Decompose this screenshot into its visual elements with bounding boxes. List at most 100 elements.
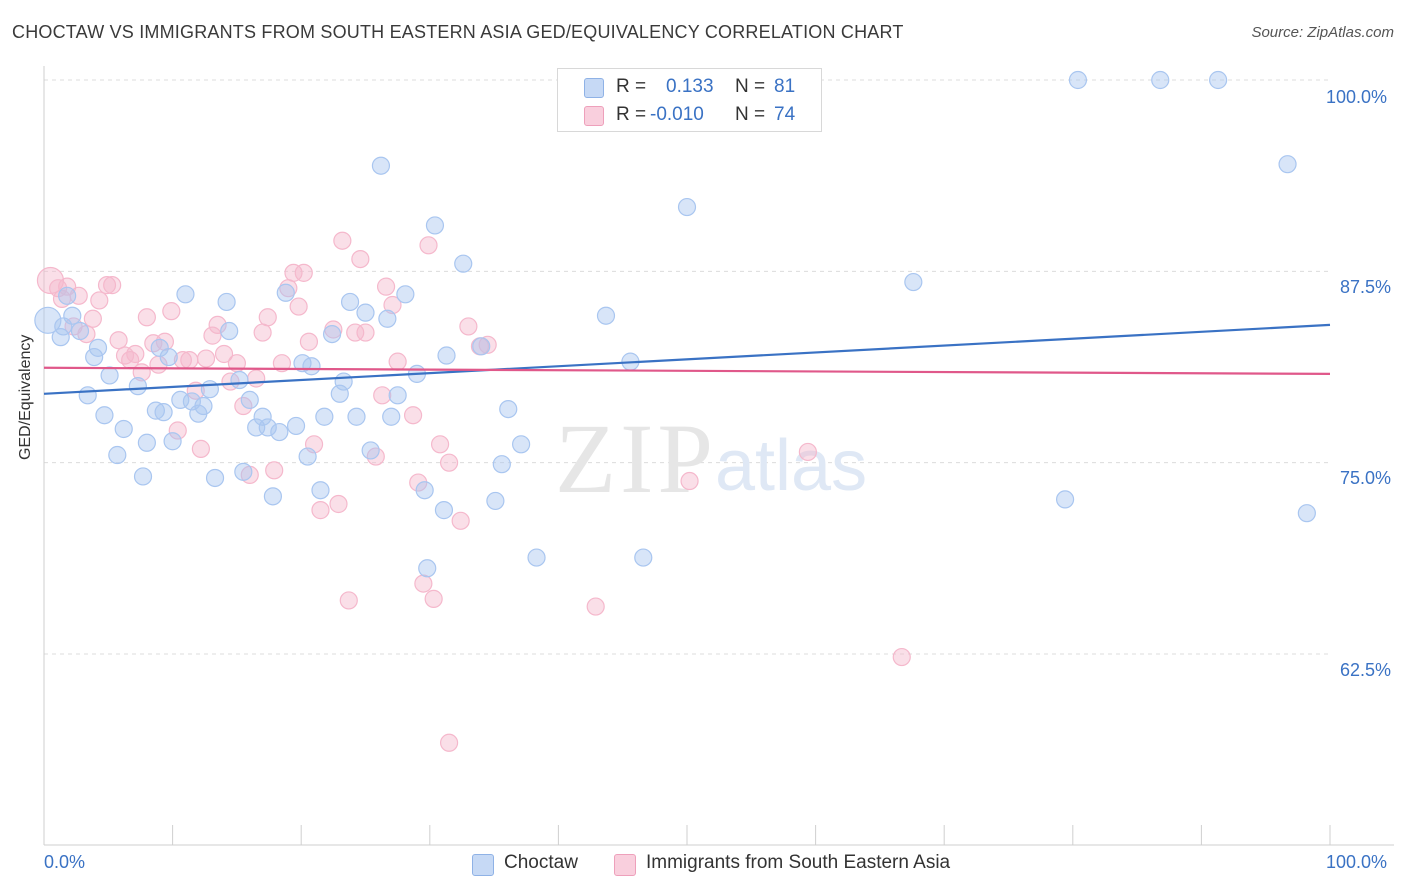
choctaw-point (425, 216, 445, 235)
legend-swatch-immigrants (584, 106, 604, 126)
watermark-zip: ZIP (555, 403, 717, 514)
immigrants-point (351, 249, 370, 269)
choctaw-point (472, 337, 491, 356)
immigrants-point (203, 326, 222, 345)
immigrants-point (333, 231, 352, 250)
choctaw-point (258, 418, 277, 437)
choctaw-point (302, 357, 321, 376)
legend-r-value: 0.133 (666, 76, 714, 97)
choctaw-point (133, 467, 153, 486)
choctaw-point (70, 321, 90, 341)
immigrants-point (439, 733, 459, 752)
immigrants-point (90, 291, 109, 310)
choctaw-point (146, 401, 165, 420)
choctaw-point (1068, 70, 1088, 90)
immigrants-point (162, 302, 181, 321)
choctaw-point (159, 347, 178, 367)
choctaw-point (253, 407, 272, 426)
immigrants-point (299, 332, 319, 351)
immigrants-point (289, 297, 308, 316)
legend-r-label: R = (616, 76, 647, 97)
immigrants-point (272, 354, 292, 373)
immigrants-point (419, 236, 438, 255)
source-label: Source: ZipAtlas.com (1251, 24, 1394, 41)
y-tick-label: 100.0% (1326, 87, 1388, 107)
choctaw-point (361, 441, 380, 460)
immigrants-point (430, 435, 450, 454)
choctaw-point (1151, 70, 1170, 90)
choctaw-point (315, 407, 334, 426)
choctaw-point (200, 380, 219, 399)
immigrants-point (439, 453, 459, 472)
immigrants-point (180, 351, 199, 370)
choctaw-point (51, 328, 70, 347)
trend-lines (43, 323, 1331, 395)
series-immigrants-points (36, 231, 911, 752)
choctaw-point (415, 481, 434, 500)
choctaw-point (298, 447, 317, 466)
bottom-legend-label-immigrants: Immigrants from South Eastern Asia (646, 852, 951, 873)
immigrants-point (144, 334, 163, 353)
choctaw-point (88, 338, 108, 357)
choctaw-point (340, 292, 360, 312)
immigrants-point (137, 308, 156, 327)
immigrants-trend-line (43, 366, 1331, 375)
choctaw-point (596, 306, 616, 325)
x-tick-label-max: 100.0% (1326, 852, 1388, 872)
immigrants-point (373, 386, 392, 405)
choctaw-point (263, 487, 283, 506)
choctaw-point (347, 407, 366, 426)
legend-box: R = 0.133 N = 81 R = -0.010 N = 74 (557, 68, 822, 132)
choctaw-point (311, 481, 330, 500)
legend-row-immigrants: R = -0.010 N = 74 (558, 101, 821, 129)
choctaw-point (334, 372, 353, 391)
immigrants-point (798, 442, 817, 462)
choctaw-point (63, 306, 82, 325)
immigrants-point (191, 439, 210, 458)
immigrants-point (376, 277, 396, 296)
choctaw-point (512, 435, 531, 454)
immigrants-point (83, 309, 102, 328)
chart-title: CHOCTAW VS IMMIGRANTS FROM SOUTH EASTERN… (12, 22, 904, 42)
immigrants-point (247, 369, 266, 388)
immigrants-point (459, 317, 478, 336)
choctaw-point (1297, 504, 1316, 523)
legend-n-value: 74 (774, 104, 796, 125)
choctaw-point (176, 285, 195, 304)
choctaw-point (418, 559, 437, 578)
choctaw-point (58, 286, 77, 305)
immigrants-point (346, 323, 365, 342)
choctaw-point (163, 432, 182, 451)
immigrants-point (97, 276, 117, 295)
choctaw-point (114, 419, 133, 439)
immigrants-point (284, 263, 303, 282)
immigrants-point (339, 591, 358, 610)
immigrants-point (168, 421, 187, 440)
bottom-legend-swatch-immigrants (614, 854, 636, 876)
y-tick-label: 75.0% (1340, 468, 1392, 488)
choctaw-point (499, 399, 518, 419)
immigrants-point (356, 323, 375, 342)
immigrants-point (36, 266, 65, 295)
y-tick-label: 87.5% (1340, 277, 1392, 297)
immigrants-point (383, 295, 402, 315)
choctaw-point (85, 347, 104, 367)
choctaw-point (492, 455, 511, 474)
choctaw-point (322, 324, 342, 344)
choctaw-point (234, 462, 253, 481)
choctaw-point (108, 445, 127, 465)
immigrants-point (196, 349, 216, 368)
immigrants-point (294, 263, 313, 282)
immigrants-point (253, 323, 272, 342)
immigrants-point (329, 494, 348, 514)
choctaw-point (171, 390, 190, 410)
legend-n-value: 81 (774, 76, 796, 97)
legend-r-value: -0.010 (650, 104, 704, 125)
choctaw-point (194, 396, 213, 416)
choctaw-point (220, 321, 239, 341)
choctaw-point (137, 433, 156, 452)
immigrants-point (586, 597, 605, 616)
immigrants-point (424, 589, 443, 608)
y-tick-label: 62.5% (1340, 660, 1392, 680)
choctaw-point (677, 197, 697, 217)
